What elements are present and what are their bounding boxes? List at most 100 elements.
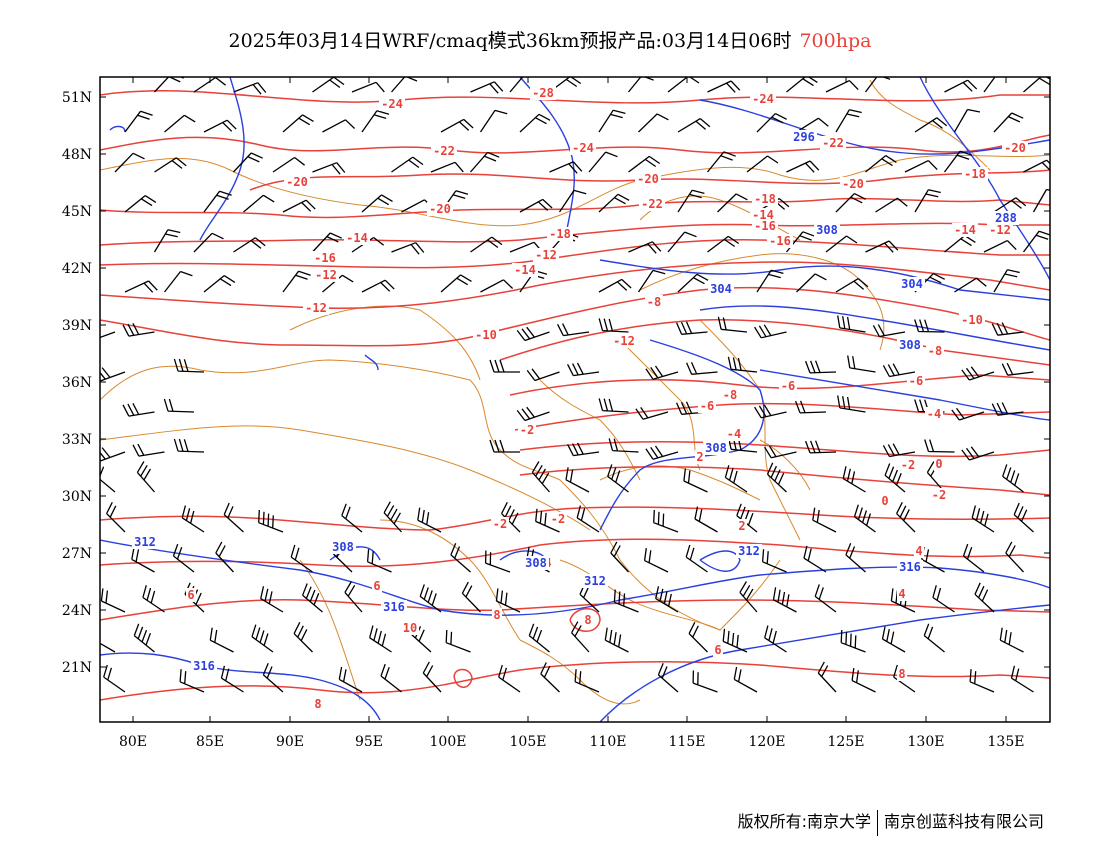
wind-barb <box>851 668 876 693</box>
wind-barb <box>223 502 244 533</box>
wind-barb <box>1005 541 1024 573</box>
height-label: 316 <box>899 560 921 574</box>
label-background <box>737 519 747 533</box>
wind-barb <box>688 622 708 653</box>
temperature-label: -6 <box>909 374 923 388</box>
temperature-label: -24 <box>752 92 774 106</box>
temperature-label: -14 <box>954 223 976 237</box>
wind-barb <box>470 151 500 173</box>
wind-barb <box>764 445 797 459</box>
wind-barb <box>685 544 708 573</box>
wind-barb <box>896 502 916 533</box>
wind-barb <box>312 232 342 253</box>
temperature-label: -2 <box>493 517 507 531</box>
lon-tick-label: 80E <box>119 734 147 750</box>
temperature-label: -16 <box>769 234 791 248</box>
wind-barb <box>422 661 442 693</box>
wind-barb <box>840 629 866 653</box>
label-background <box>379 97 405 111</box>
wind-barb <box>290 544 313 573</box>
wind-barb <box>953 108 981 133</box>
temperature-label: 8 <box>898 667 905 681</box>
wind-barb <box>233 237 266 253</box>
wind-barb <box>694 506 718 533</box>
wind-barb <box>173 438 205 453</box>
wind-barb <box>576 505 600 533</box>
height-label: 308 <box>816 223 838 237</box>
wind-barb <box>100 367 126 382</box>
company-text: 南京创蓝科技有限公司 <box>883 812 1044 831</box>
label-background <box>840 177 866 191</box>
footer-separator <box>876 809 878 836</box>
height-label: 308 <box>705 441 727 455</box>
wind-barb <box>645 365 679 380</box>
height-label: 308 <box>899 338 921 352</box>
title-level: 700hpa <box>799 30 872 52</box>
wind-barb <box>341 503 363 533</box>
wind-barb <box>179 669 205 693</box>
wind-barb <box>131 546 155 573</box>
wind-barb <box>203 275 236 293</box>
label-background <box>1002 141 1028 155</box>
wind-barb <box>628 241 662 254</box>
wind-barb <box>677 273 709 293</box>
label-background <box>645 295 663 309</box>
wind-barb <box>163 270 193 293</box>
wind-barb <box>322 274 354 293</box>
height-label: 316 <box>193 659 215 673</box>
height-label: 304 <box>901 277 923 291</box>
temperature-label: -16 <box>314 251 336 265</box>
temperature-label: -12 <box>315 268 337 282</box>
temperature-label: -22 <box>433 144 455 158</box>
wind-barb <box>842 466 866 493</box>
wind-barb <box>282 114 314 133</box>
temperature-label: 2 <box>696 450 703 464</box>
temperature-label: 6 <box>187 588 194 602</box>
temperature-label: -24 <box>572 141 594 155</box>
lat-tick-label: 48N <box>62 147 92 163</box>
wind-barb <box>707 80 741 93</box>
wind-barb <box>756 269 784 293</box>
label-background <box>191 659 217 673</box>
label-background <box>344 231 370 245</box>
lon-tick-label: 120E <box>749 734 786 750</box>
temperature-label: -4 <box>727 427 741 441</box>
wind-barb <box>961 366 995 381</box>
wind-barb <box>628 155 661 173</box>
lon-tick-label: 125E <box>828 734 865 750</box>
wind-barb <box>872 324 906 338</box>
temperature-label: -12 <box>613 334 635 348</box>
wind-barb <box>796 117 829 133</box>
label-background <box>512 263 538 277</box>
lat-tick-label: 30N <box>62 489 92 505</box>
label-background <box>132 535 158 549</box>
axis-ticks: 80E 85E 90E 95E 100E 105E 110E 115E 120E 125E 130E… <box>62 77 1050 750</box>
temperature-label: -18 <box>754 192 776 206</box>
wind-barb <box>692 670 718 693</box>
temperature-label: -6 <box>700 399 714 413</box>
temperature-label: -20 <box>1004 141 1026 155</box>
temperature-label: -28 <box>532 86 554 100</box>
label-background <box>713 643 723 657</box>
label-background <box>750 92 776 106</box>
temperature-label: 6 <box>714 643 721 657</box>
wind-barb <box>344 581 363 613</box>
wind-barb <box>262 663 284 693</box>
wind-barb <box>366 549 392 573</box>
wind-barb <box>103 664 126 693</box>
wind-barb <box>106 502 126 533</box>
temperature-label: 2 <box>738 519 745 533</box>
wind-barb <box>847 355 876 373</box>
wind-barb <box>251 624 274 653</box>
wind-barb <box>677 118 711 133</box>
wind-barb <box>804 440 837 454</box>
temperature-label: -20 <box>842 177 864 191</box>
wind-barb <box>683 468 708 493</box>
wind-barb <box>100 463 116 493</box>
wind-barb <box>1013 502 1034 533</box>
wind-barb <box>677 189 705 213</box>
wind-barb <box>825 235 858 253</box>
wind-barb <box>637 269 666 293</box>
wind-barb <box>531 461 550 493</box>
wind-barb <box>495 588 521 613</box>
